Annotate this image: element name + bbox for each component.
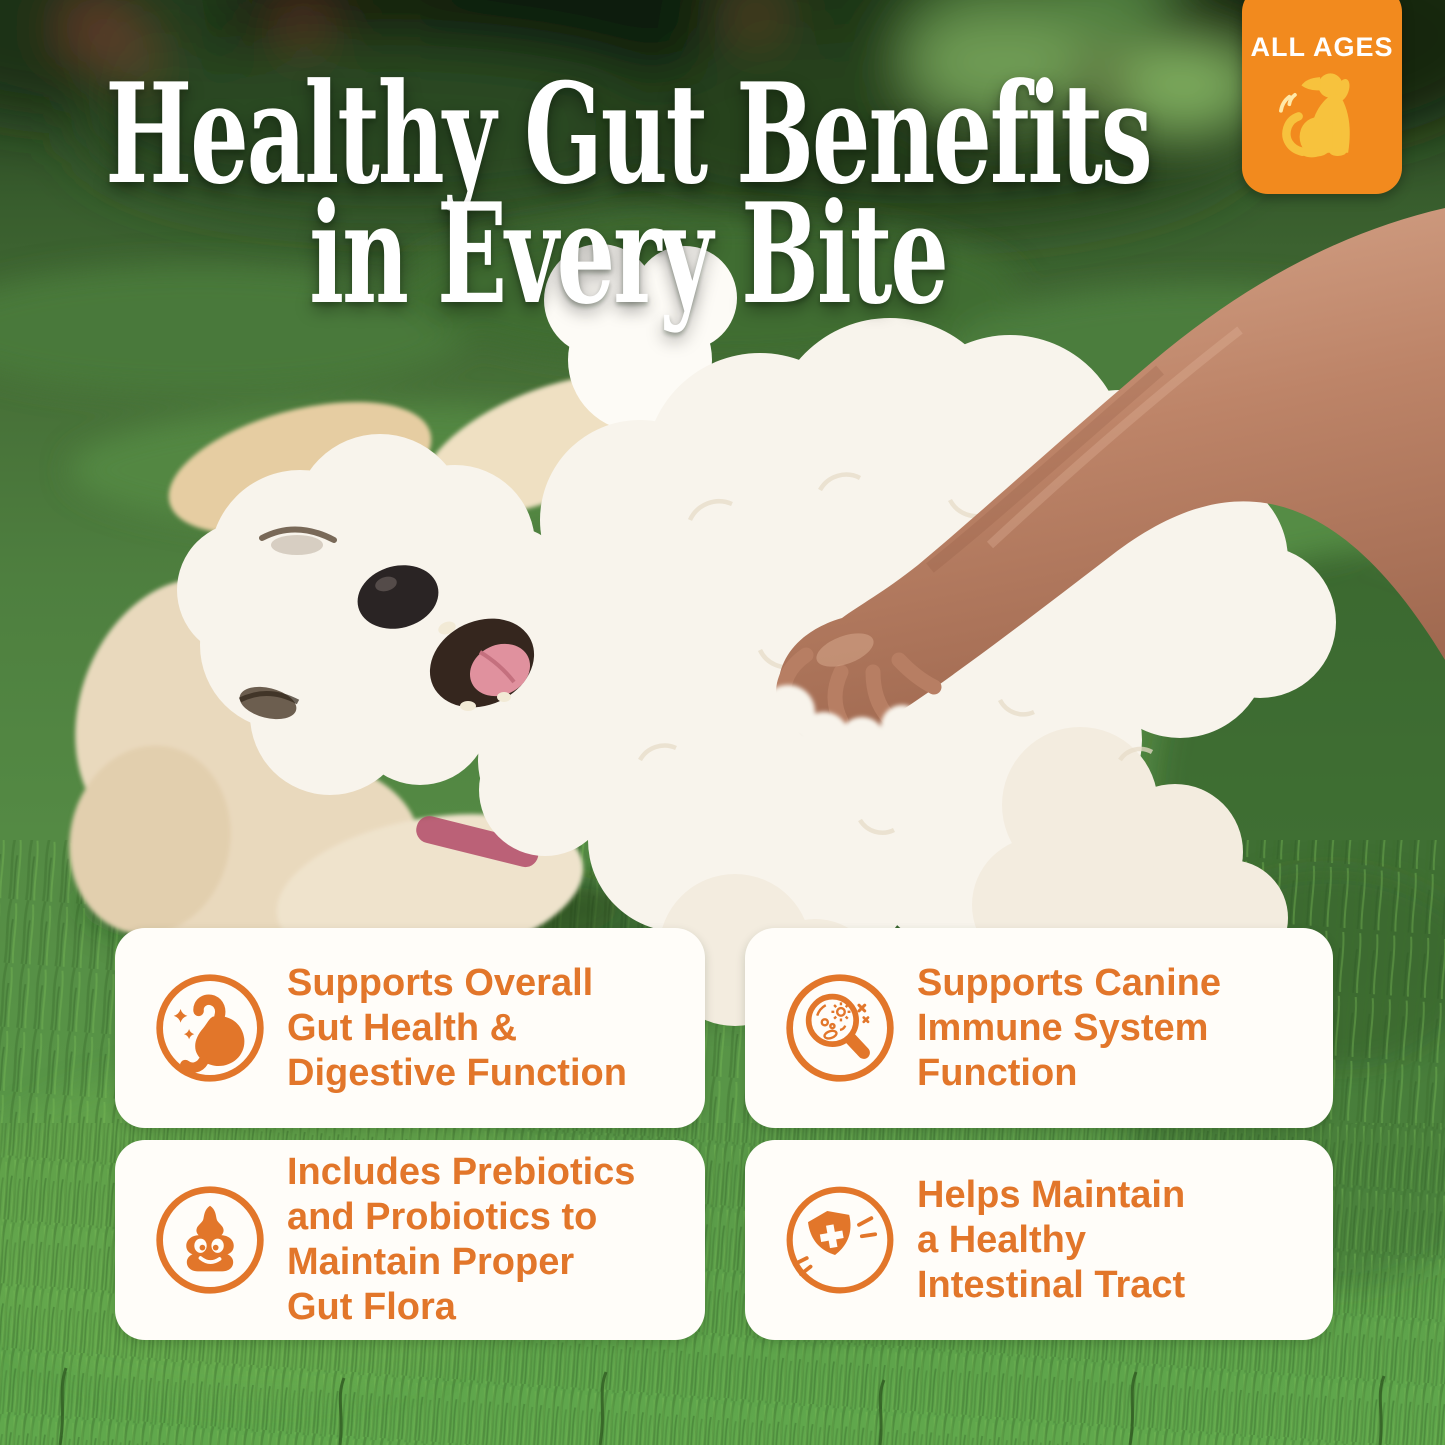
foreground-grass-blades bbox=[58, 1367, 1386, 1445]
stomach-icon bbox=[156, 974, 264, 1082]
fur-over-fingers bbox=[761, 685, 923, 763]
dog-collar bbox=[416, 816, 539, 868]
sitting-dog-icon bbox=[1279, 73, 1350, 158]
sparkle-icon bbox=[173, 1009, 188, 1023]
benefit-card-intestinal: Helps Maintain a Healthy Intestinal Trac… bbox=[745, 1140, 1333, 1340]
headline: Healthy Gut Benefits in Every Bite bbox=[0, 53, 1256, 335]
benefit-text: Supports Overall Gut Health & Digestive … bbox=[287, 961, 627, 1094]
dog-face bbox=[238, 526, 535, 720]
all-ages-badge: ALL AGES bbox=[1242, 0, 1402, 194]
mans-arm bbox=[761, 208, 1445, 763]
badge-label: ALL AGES bbox=[1250, 32, 1394, 62]
closed-eye bbox=[259, 526, 337, 543]
benefit-text: Includes Prebiotics and Probiotics to Ma… bbox=[287, 1151, 636, 1328]
tail-wag-lines bbox=[1279, 93, 1297, 113]
benefit-card-immune: Supports Canine Immune System Function bbox=[745, 928, 1333, 1128]
poop-icon bbox=[156, 1186, 264, 1294]
benefit-cards: Supports Overall Gut Health & Digestive … bbox=[115, 928, 1333, 1340]
microbe-magnifier-icon bbox=[786, 974, 894, 1082]
headline-line-2: in Every Bite bbox=[309, 173, 949, 335]
benefit-card-gut-health: Supports Overall Gut Health & Digestive … bbox=[115, 928, 705, 1128]
benefit-card-prebiotics: Includes Prebiotics and Probiotics to Ma… bbox=[115, 1140, 705, 1340]
benefit-text: Supports Canine Immune System Function bbox=[917, 961, 1222, 1094]
shield-plus-icon bbox=[786, 1186, 894, 1294]
benefit-text: Helps Maintain a Healthy Intestinal Trac… bbox=[917, 1173, 1186, 1306]
headline-line-1: Healthy Gut Benefits bbox=[105, 53, 1152, 215]
blurred-foliage bbox=[0, 0, 1445, 230]
sparkle-icon bbox=[183, 1028, 195, 1040]
